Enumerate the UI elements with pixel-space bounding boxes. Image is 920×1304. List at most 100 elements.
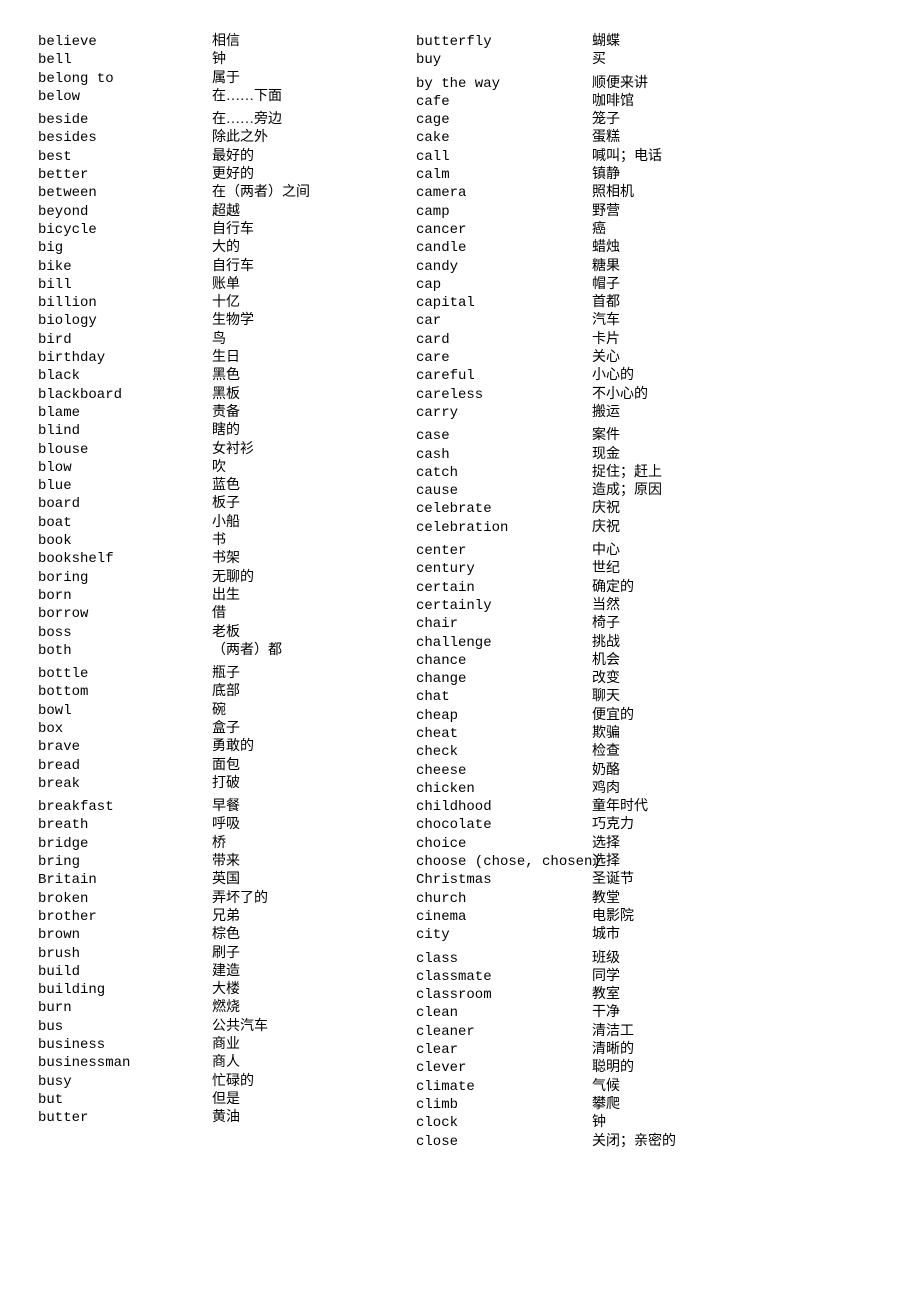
vocab-row: chair椅子 bbox=[416, 615, 886, 633]
word-cn: 确定的 bbox=[592, 579, 792, 597]
word-en: businessman bbox=[38, 1054, 212, 1072]
word-cn: 聪明的 bbox=[592, 1059, 792, 1077]
vocab-row: bowl碗 bbox=[38, 702, 416, 720]
word-en: city bbox=[416, 926, 592, 944]
vocab-row: butter黄油 bbox=[38, 1109, 416, 1127]
word-cn: 棕色 bbox=[212, 926, 412, 944]
word-en: car bbox=[416, 312, 592, 330]
word-cn: 大的 bbox=[212, 239, 412, 257]
word-en: burn bbox=[38, 999, 212, 1017]
vocab-row: both（两者）都 bbox=[38, 642, 416, 660]
word-en: believe bbox=[38, 33, 212, 51]
word-cn: 清洁工 bbox=[592, 1023, 792, 1041]
word-en: breath bbox=[38, 816, 212, 834]
word-cn: 造成；原因 bbox=[592, 482, 792, 500]
vocab-row: care关心 bbox=[416, 349, 886, 367]
vocab-row: bottle瓶子 bbox=[38, 665, 416, 683]
column-right: butterfly蝴蝶buy买by the way顺便来讲cafe咖啡馆cage… bbox=[416, 33, 886, 1151]
vocab-row: cheat欺骗 bbox=[416, 725, 886, 743]
word-cn: 黑色 bbox=[212, 367, 412, 385]
word-en: bike bbox=[38, 258, 212, 276]
word-en: bookshelf bbox=[38, 550, 212, 568]
vocab-row: broken弄坏了的 bbox=[38, 890, 416, 908]
word-en: church bbox=[416, 890, 592, 908]
word-cn: 机会 bbox=[592, 652, 792, 670]
word-en: clever bbox=[416, 1059, 592, 1077]
word-cn: 镇静 bbox=[592, 166, 792, 184]
word-cn: 蛋糕 bbox=[592, 129, 792, 147]
word-cn: 账单 bbox=[212, 276, 412, 294]
word-en: boat bbox=[38, 514, 212, 532]
word-en: buy bbox=[416, 51, 592, 69]
word-cn: 喊叫；电话 bbox=[592, 148, 792, 166]
vocab-row: bridge桥 bbox=[38, 835, 416, 853]
word-cn: 关心 bbox=[592, 349, 792, 367]
word-cn: 底部 bbox=[212, 683, 412, 701]
word-cn: 老板 bbox=[212, 624, 412, 642]
vocab-row: clear清晰的 bbox=[416, 1041, 886, 1059]
vocab-row: cafe咖啡馆 bbox=[416, 93, 886, 111]
vocab-row: cheap便宜的 bbox=[416, 707, 886, 725]
word-en: beside bbox=[38, 111, 212, 129]
vocab-row: center中心 bbox=[416, 542, 886, 560]
vocab-row: borrow借 bbox=[38, 605, 416, 623]
vocab-row: check检查 bbox=[416, 743, 886, 761]
vocab-row: brown棕色 bbox=[38, 926, 416, 944]
vocab-row: building大楼 bbox=[38, 981, 416, 999]
word-cn: 帽子 bbox=[592, 276, 792, 294]
vocab-row: bell钟 bbox=[38, 51, 416, 69]
word-en: beyond bbox=[38, 203, 212, 221]
word-en: borrow bbox=[38, 605, 212, 623]
vocab-row: cage笼子 bbox=[416, 111, 886, 129]
word-cn: 巧克力 bbox=[592, 816, 792, 834]
word-en: change bbox=[416, 670, 592, 688]
word-en: cheese bbox=[416, 762, 592, 780]
word-cn: 教堂 bbox=[592, 890, 792, 908]
vocab-row: billion十亿 bbox=[38, 294, 416, 312]
word-cn: 属于 bbox=[212, 70, 412, 88]
word-en: choose (chose, chosen) bbox=[416, 853, 592, 871]
vocab-row: blame责备 bbox=[38, 404, 416, 422]
word-cn: 汽车 bbox=[592, 312, 792, 330]
word-en: catch bbox=[416, 464, 592, 482]
word-en: cleaner bbox=[416, 1023, 592, 1041]
vocab-row: certainly当然 bbox=[416, 597, 886, 615]
word-en: clean bbox=[416, 1004, 592, 1022]
vocab-row: between在（两者）之间 bbox=[38, 184, 416, 202]
word-en: chair bbox=[416, 615, 592, 633]
vocab-row: board板子 bbox=[38, 495, 416, 513]
vocab-row: century世纪 bbox=[416, 560, 886, 578]
word-en: better bbox=[38, 166, 212, 184]
word-cn: 出生 bbox=[212, 587, 412, 605]
vocab-row: catch捉住；赶上 bbox=[416, 464, 886, 482]
word-cn: 班级 bbox=[592, 950, 792, 968]
word-en: bottom bbox=[38, 683, 212, 701]
word-cn: 世纪 bbox=[592, 560, 792, 578]
vocab-row: better更好的 bbox=[38, 166, 416, 184]
word-cn: 瓶子 bbox=[212, 665, 412, 683]
word-en: by the way bbox=[416, 75, 592, 93]
word-en: camp bbox=[416, 203, 592, 221]
vocab-row: childhood童年时代 bbox=[416, 798, 886, 816]
word-cn: 椅子 bbox=[592, 615, 792, 633]
vocab-row: call喊叫；电话 bbox=[416, 148, 886, 166]
vocab-row: blow吹 bbox=[38, 459, 416, 477]
vocab-row: Britain英国 bbox=[38, 871, 416, 889]
vocab-row: businessman商人 bbox=[38, 1054, 416, 1072]
word-cn: 电影院 bbox=[592, 908, 792, 926]
vocab-row: black黑色 bbox=[38, 367, 416, 385]
word-cn: 顺便来讲 bbox=[592, 75, 792, 93]
vocab-row: birthday生日 bbox=[38, 349, 416, 367]
word-cn: 自行车 bbox=[212, 258, 412, 276]
word-en: bowl bbox=[38, 702, 212, 720]
vocab-row: belong to属于 bbox=[38, 70, 416, 88]
vocab-row: clock钟 bbox=[416, 1114, 886, 1132]
word-en: blame bbox=[38, 404, 212, 422]
word-cn: 首都 bbox=[592, 294, 792, 312]
word-cn: 英国 bbox=[212, 871, 412, 889]
word-cn: 捉住；赶上 bbox=[592, 464, 792, 482]
word-cn: 检查 bbox=[592, 743, 792, 761]
word-cn: 碗 bbox=[212, 702, 412, 720]
word-en: brown bbox=[38, 926, 212, 944]
word-cn: 童年时代 bbox=[592, 798, 792, 816]
